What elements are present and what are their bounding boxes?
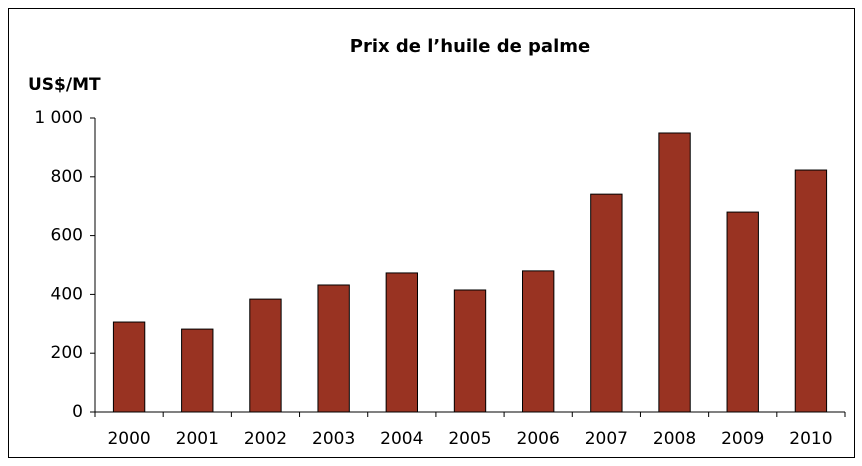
- y-axis-title: US$/MT: [28, 75, 101, 95]
- bar: [658, 132, 691, 413]
- x-tick-label: 2006: [517, 429, 560, 449]
- bar: [317, 284, 350, 413]
- chart-title: Prix de l’huile de palme: [350, 36, 590, 57]
- y-tick-label: 600: [51, 226, 83, 246]
- x-tick-label: 2008: [653, 429, 696, 449]
- x-tick-label: 2001: [176, 429, 219, 449]
- bar: [726, 211, 759, 413]
- x-tick-label: 2005: [448, 429, 491, 449]
- bar: [590, 193, 623, 413]
- bar: [522, 270, 555, 413]
- bar: [181, 328, 214, 413]
- x-tick-label: 2004: [380, 429, 423, 449]
- x-tick-label: 2007: [585, 429, 628, 449]
- x-tick-label: 2002: [244, 429, 287, 449]
- chart-frame: [8, 8, 855, 458]
- x-tick-label: 2010: [789, 429, 832, 449]
- x-tick-label: 2003: [312, 429, 355, 449]
- bar: [794, 169, 828, 413]
- bar: [453, 289, 487, 413]
- x-tick-label: 2009: [721, 429, 764, 449]
- y-tick-label: 400: [51, 284, 83, 304]
- y-tick-label: 800: [51, 167, 83, 187]
- bar: [385, 272, 418, 413]
- y-tick-label: 0: [72, 402, 83, 422]
- y-tick-label: 200: [51, 343, 83, 363]
- y-tick-label: 1 000: [34, 108, 83, 128]
- x-tick-label: 2000: [107, 429, 150, 449]
- bar: [249, 298, 282, 413]
- bar: [112, 321, 146, 413]
